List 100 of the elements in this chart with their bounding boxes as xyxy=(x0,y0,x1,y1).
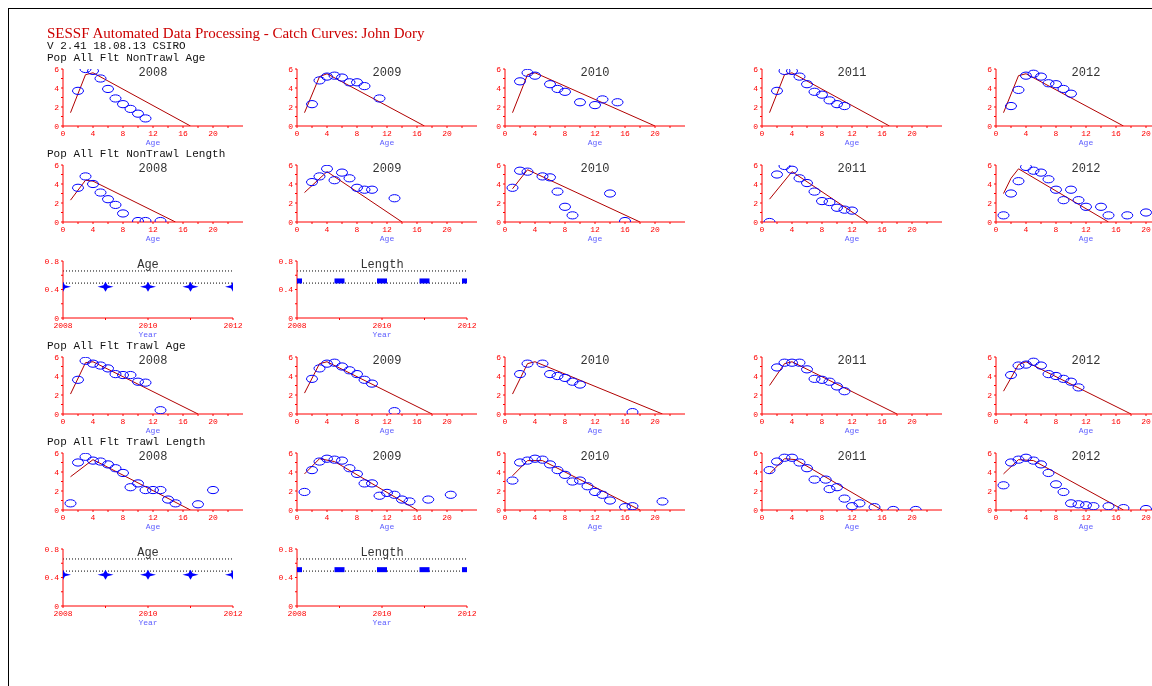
x-tick-label: 12 xyxy=(148,416,158,426)
x-tick-label: 20 xyxy=(442,512,452,522)
x-tick-label: 16 xyxy=(1111,224,1121,234)
x-tick-label: 16 xyxy=(412,416,422,426)
point xyxy=(1050,480,1062,489)
x-tick-label: 12 xyxy=(847,416,857,426)
y-tick-label: 6 xyxy=(54,448,60,458)
y-tick-label: 0 xyxy=(54,313,60,323)
x-tick-label: 4 xyxy=(90,128,96,138)
point xyxy=(559,373,571,382)
x-tick-label: 20 xyxy=(442,224,452,234)
y-tick-label: 4 xyxy=(288,371,294,381)
y-tick-label: 0 xyxy=(496,409,502,419)
point xyxy=(336,362,348,371)
x-tick-label: 16 xyxy=(1111,512,1121,522)
y-tick-label: 4 xyxy=(987,371,993,381)
y-tick-label: 4 xyxy=(496,467,502,477)
point xyxy=(1042,468,1055,478)
point xyxy=(72,183,84,192)
point xyxy=(544,370,556,379)
point xyxy=(124,370,137,380)
x-tick-label: 12 xyxy=(847,224,857,234)
y-tick-label: 0 xyxy=(753,121,759,131)
y-tick-label: 4 xyxy=(54,83,60,93)
point xyxy=(381,488,393,497)
x-tick-label: 8 xyxy=(819,128,825,138)
x-axis-title: Year xyxy=(138,330,158,339)
y-tick-label: 2 xyxy=(288,486,294,496)
x-tick-label: 2008 xyxy=(287,608,307,618)
x-tick-label: 20 xyxy=(442,128,452,138)
y-tick-label: 0 xyxy=(753,217,759,227)
y-tick-label: 6 xyxy=(288,160,294,170)
text: Pop All Flt NonTrawl Age xyxy=(47,52,206,64)
x-axis-title: Age xyxy=(145,234,161,243)
point xyxy=(1020,71,1032,80)
x-tick-label: 16 xyxy=(620,128,630,138)
y-tick-label: 6 xyxy=(987,352,993,362)
x-tick-label: 4 xyxy=(324,416,330,426)
x-tick-label: 8 xyxy=(562,416,568,426)
x-tick-label: 8 xyxy=(562,224,568,234)
x-tick-label: 20 xyxy=(907,512,917,522)
y-tick-label: 0.4 xyxy=(44,285,60,295)
point xyxy=(574,98,586,107)
x-tick-label: 2010 xyxy=(138,608,158,618)
y-tick-label: 2 xyxy=(753,390,759,400)
x-axis-title: Age xyxy=(145,138,161,147)
x-tick-label: 8 xyxy=(562,128,568,138)
point xyxy=(831,100,843,109)
y-tick-label: 0 xyxy=(987,217,993,227)
text: V 2.41 18.08.13 CSIRO xyxy=(47,40,187,52)
y-tick-label: 2 xyxy=(54,198,60,208)
x-tick-label: 20 xyxy=(650,416,660,426)
x-axis-title: Age xyxy=(844,234,860,243)
point xyxy=(366,479,378,488)
point xyxy=(1005,370,1017,380)
x-tick-label: 12 xyxy=(148,128,158,138)
point xyxy=(351,183,363,192)
y-tick-label: 2 xyxy=(987,486,993,496)
x-tick-label: 8 xyxy=(819,416,825,426)
x-tick-label: 2008 xyxy=(53,320,73,330)
point xyxy=(771,86,783,95)
point xyxy=(1005,189,1017,198)
x-tick-label: 20 xyxy=(907,416,917,426)
point xyxy=(574,380,586,389)
point xyxy=(1050,80,1062,89)
x-tick-label: 12 xyxy=(590,224,600,234)
point xyxy=(1065,377,1077,386)
y-tick-label: 0 xyxy=(288,601,294,611)
x-axis-title: Age xyxy=(1078,234,1094,243)
y-tick-label: 6 xyxy=(753,448,759,458)
y-tick-label: 2 xyxy=(753,102,759,112)
point xyxy=(1035,168,1047,177)
y-tick-label: 4 xyxy=(54,179,60,189)
point xyxy=(117,370,129,380)
x-tick-label: 8 xyxy=(562,512,568,522)
x-tick-label: 4 xyxy=(324,512,330,522)
point xyxy=(1065,89,1077,98)
y-tick-label: 4 xyxy=(288,467,294,477)
point xyxy=(351,78,363,87)
x-tick-label: 2010 xyxy=(372,608,392,618)
x-tick-label: 16 xyxy=(178,416,188,426)
point xyxy=(544,173,556,182)
y-tick-label: 2 xyxy=(753,486,759,496)
x-tick-label: 20 xyxy=(208,224,218,234)
y-tick-label: 2 xyxy=(288,198,294,208)
point xyxy=(321,359,333,368)
y-tick-label: 0.4 xyxy=(278,573,294,583)
x-axis-title: Age xyxy=(379,138,395,147)
x-tick-label: 16 xyxy=(178,512,188,522)
x-tick-label: 16 xyxy=(620,512,630,522)
x-tick-label: 8 xyxy=(120,128,126,138)
x-tick-label: 8 xyxy=(354,512,360,522)
x-axis-title: Age xyxy=(379,426,395,435)
y-tick-label: 2 xyxy=(54,102,60,112)
x-tick-label: 4 xyxy=(789,224,795,234)
y-tick-label: 6 xyxy=(987,448,993,458)
y-tick-label: 4 xyxy=(496,179,502,189)
point xyxy=(72,375,84,384)
x-tick-label: 2012 xyxy=(457,320,477,330)
chart-title: Age xyxy=(136,546,160,560)
